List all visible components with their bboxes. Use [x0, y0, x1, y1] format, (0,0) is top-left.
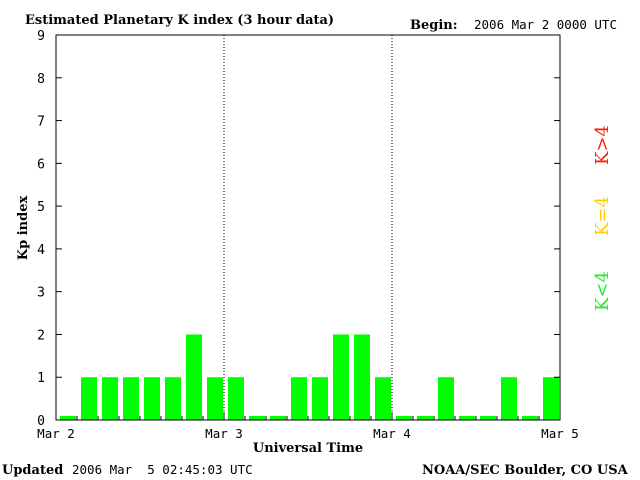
y-tick-label: 0	[37, 414, 45, 429]
updated-label: Updated	[2, 463, 63, 478]
x-axis-label: Universal Time	[253, 441, 363, 456]
kp-bar-3	[123, 377, 139, 420]
kp-bar-12	[312, 377, 328, 420]
kp-bar-13	[333, 334, 349, 420]
legend-item: K=4	[592, 196, 613, 236]
y-tick-label: 5	[37, 200, 45, 215]
kp-bar-9	[249, 416, 265, 420]
y-axis-label: Kp index	[16, 196, 31, 261]
kp-bar-11	[291, 377, 307, 420]
kp-bar-4	[144, 377, 160, 420]
kp-bar-21	[501, 377, 517, 420]
kp-bar-0	[60, 416, 76, 420]
bar-series	[60, 334, 559, 420]
kp-bar-1	[81, 377, 97, 420]
updated-value: 2006 Mar 5 02:45:03 UTC	[72, 462, 253, 477]
x-axis: Mar 2 Mar 3 Mar 4 Mar 5	[37, 412, 579, 441]
kp-bar-6	[186, 334, 202, 420]
y-tick-label: 6	[37, 157, 45, 172]
kp-bar-19	[459, 416, 475, 420]
kp-bar-22	[522, 416, 538, 420]
y-tick-label: 3	[37, 286, 45, 301]
y-tick-label: 2	[37, 328, 45, 343]
kp-bar-14	[354, 334, 370, 420]
kp-bar-7	[207, 377, 223, 420]
kp-bar-8	[228, 377, 244, 420]
begin-value: 2006 Mar 2 0000 UTC	[474, 17, 617, 32]
source-credit: NOAA/SEC Boulder, CO USA	[422, 463, 629, 478]
chart-title: Estimated Planetary K index (3 hour data…	[25, 13, 334, 28]
y-tick-label: 8	[37, 72, 45, 87]
y-axis: 0 1 2 3 4 5 6 7 8 9	[37, 29, 560, 429]
kp-bar-18	[438, 377, 454, 420]
legend: K>4 K=4 K<4	[592, 125, 613, 311]
x-day-label: Mar 5	[541, 426, 579, 441]
kp-bar-10	[270, 416, 286, 420]
kp-bar-5	[165, 377, 181, 420]
day-dividers	[223, 35, 393, 420]
x-day-label: Mar 4	[373, 426, 411, 441]
kp-bar-23	[543, 377, 559, 420]
kp-bar-15	[375, 377, 391, 420]
legend-item: K>4	[592, 125, 613, 165]
kp-bar-17	[417, 416, 433, 420]
kp-bar-20	[480, 416, 496, 420]
legend-item: K<4	[592, 271, 613, 311]
kp-bar-2	[102, 377, 118, 420]
y-tick-label: 7	[37, 115, 45, 130]
y-tick-label: 1	[37, 371, 45, 386]
y-tick-label: 4	[37, 243, 45, 258]
y-tick-label: 9	[37, 29, 45, 44]
plot-frame	[55, 34, 561, 421]
begin-label: Begin:	[410, 18, 458, 33]
kp-bar-16	[396, 416, 412, 420]
x-day-label: Mar 2	[37, 426, 75, 441]
x-day-label: Mar 3	[205, 426, 243, 441]
